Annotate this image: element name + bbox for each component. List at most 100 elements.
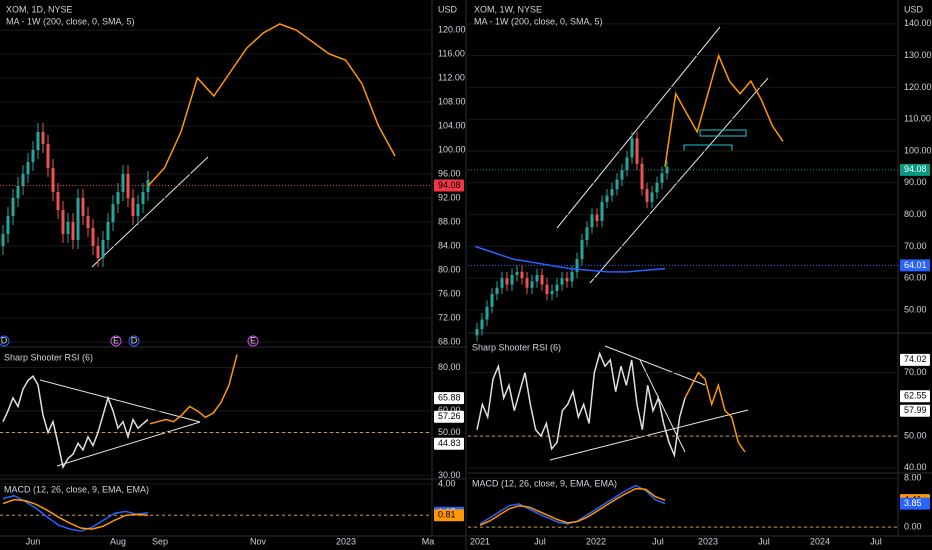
event-marker <box>128 335 140 347</box>
y-tick-label: 4.00 <box>438 478 456 488</box>
trendline <box>604 345 706 386</box>
series-line <box>664 53 784 168</box>
y-tick-label: 140.00 <box>904 18 932 28</box>
candle-body <box>136 204 140 216</box>
pane-title: XOM, 1W, NYSE <box>474 4 542 14</box>
x-tick-label: 2024 <box>810 536 830 546</box>
candle-body <box>36 132 40 150</box>
candle-body <box>610 189 614 196</box>
candle-body <box>111 204 115 222</box>
candle-body <box>480 319 484 330</box>
price-tag-label: 3.85 <box>904 498 922 508</box>
price-tag <box>900 353 930 366</box>
price-tag-label: 74.02 <box>904 354 927 364</box>
candle-body <box>16 186 20 198</box>
x-tick-label: Aug <box>110 536 126 546</box>
price-tag <box>900 390 930 403</box>
price-tag-label: 62.55 <box>904 391 927 401</box>
x-tick-label: Jul <box>534 536 546 546</box>
y-tick-label: 100.00 <box>904 145 932 155</box>
channel-line <box>556 26 721 229</box>
y-tick-label: 60.00 <box>438 405 461 415</box>
x-tick-label: Ma <box>422 536 435 546</box>
y-tick-label: 8.00 <box>904 473 922 483</box>
candle-body <box>655 182 659 193</box>
x-tick-label: 2021 <box>470 536 490 546</box>
y-tick-label: 108.00 <box>438 96 466 106</box>
series-line <box>684 371 746 453</box>
y-tick-label: 116.00 <box>438 48 465 58</box>
candle-body <box>1 234 5 246</box>
candle-body <box>580 240 584 260</box>
candle-body <box>61 210 65 234</box>
y-tick-label: 70.00 <box>904 241 927 251</box>
x-tick-label: 2022 <box>586 536 606 546</box>
y-tick-label: 92.00 <box>438 192 461 202</box>
y-tick-label: 60.00 <box>904 273 927 283</box>
y-tick-label: 68.00 <box>438 336 461 346</box>
candle-body <box>101 240 105 258</box>
candle-body <box>660 173 664 183</box>
x-tick-label: Sep <box>152 536 168 546</box>
candle-body <box>555 284 559 291</box>
candle-body <box>46 144 50 168</box>
candle-body <box>550 290 554 295</box>
x-tick-label: Jun <box>26 536 41 546</box>
candle-body <box>6 216 10 234</box>
candle-body <box>500 278 504 288</box>
candle-body <box>81 198 85 216</box>
axis-unit: USD <box>438 4 458 14</box>
event-label: E <box>113 335 119 345</box>
price-tag <box>900 259 930 272</box>
event-marker <box>0 335 10 347</box>
x-tick-label: 2023 <box>698 536 718 546</box>
price-tag-label: 0.81 <box>438 510 456 520</box>
series-line <box>149 354 238 425</box>
x-tick-label: Jul <box>652 536 664 546</box>
candle-body <box>141 192 145 204</box>
price-tag <box>900 163 930 176</box>
price-tag-label: 94.08 <box>438 180 461 190</box>
y-tick-label: 110.00 <box>904 114 931 124</box>
y-tick-label: 0.00 <box>904 521 922 531</box>
y-tick-label: 84.00 <box>438 240 461 250</box>
candle-body <box>51 168 55 192</box>
event-marker <box>110 335 122 347</box>
candle-body <box>126 174 130 198</box>
x-tick-label: Jul <box>870 536 882 546</box>
candle-body <box>475 329 479 336</box>
drawings <box>39 26 769 467</box>
y-tick-label: 80.00 <box>438 264 461 274</box>
candle-body <box>71 222 75 240</box>
y-tick-label: 50.00 <box>438 427 461 437</box>
candle-body <box>31 150 35 162</box>
y-tick-label: 120.00 <box>904 82 932 92</box>
candle-body <box>21 174 25 186</box>
candle-body <box>96 246 100 258</box>
y-tick-label: 72.00 <box>438 312 461 322</box>
candle-body <box>86 216 90 228</box>
series-line <box>147 23 396 187</box>
candle-body <box>56 192 60 210</box>
candle-body <box>630 138 634 158</box>
candle-body <box>116 192 120 204</box>
candle-body <box>106 222 110 240</box>
candle-body <box>570 271 574 282</box>
x-tick-label: Jul <box>758 536 770 546</box>
candle-body <box>91 228 95 246</box>
series-line <box>479 487 666 526</box>
price-tag <box>900 404 930 417</box>
series-line <box>476 351 686 458</box>
candle-body <box>590 214 594 228</box>
series-line <box>474 245 666 273</box>
y-tick-label: 80.00 <box>904 209 927 219</box>
candle-body <box>560 278 564 285</box>
price-tag-label: 44.83 <box>438 438 461 448</box>
series-line <box>2 494 149 532</box>
candle-body <box>66 222 70 234</box>
event-label: E <box>250 335 256 345</box>
y-tick-label: 30.00 <box>438 470 461 480</box>
y-tick-label: 100.00 <box>438 144 466 154</box>
event-label: D <box>1 335 8 345</box>
trendline <box>39 379 201 423</box>
